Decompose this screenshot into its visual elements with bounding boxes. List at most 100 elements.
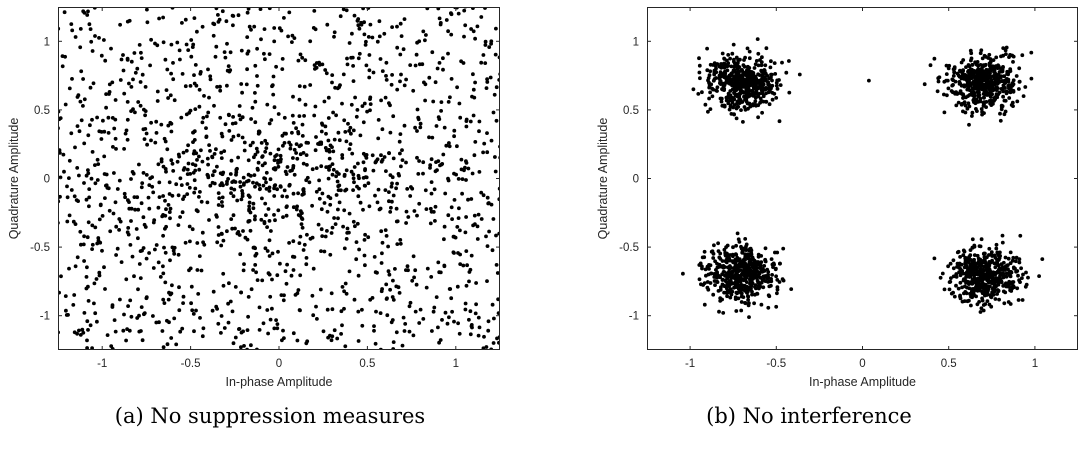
data-point — [1013, 266, 1017, 271]
data-point — [977, 93, 982, 98]
x-tick-label: 0 — [276, 358, 282, 370]
data-point — [747, 315, 751, 319]
data-point — [503, 199, 507, 203]
data-point — [317, 178, 321, 183]
data-point — [265, 102, 270, 107]
data-point — [280, 67, 285, 71]
data-point — [118, 22, 122, 27]
data-point — [995, 257, 999, 262]
data-point — [216, 233, 221, 237]
data-point — [86, 168, 90, 173]
data-point — [82, 311, 87, 315]
data-point — [93, 181, 98, 186]
data-point — [267, 121, 272, 126]
data-point — [129, 109, 134, 113]
data-point — [1004, 45, 1009, 50]
data-point — [475, 24, 480, 29]
data-point — [992, 253, 997, 258]
data-point — [400, 148, 404, 153]
data-point — [165, 342, 170, 347]
data-point — [308, 39, 313, 44]
data-point — [423, 188, 428, 193]
data-point — [154, 243, 159, 247]
data-point — [430, 1, 434, 5]
data-point — [749, 252, 754, 257]
data-point — [287, 183, 292, 188]
data-point — [1029, 76, 1034, 81]
data-point — [237, 113, 242, 118]
data-point — [485, 77, 489, 81]
data-point — [453, 235, 458, 240]
data-point — [167, 180, 172, 185]
data-point — [775, 285, 780, 290]
data-point — [334, 174, 338, 179]
data-point — [735, 231, 740, 236]
plot-frame — [58, 7, 500, 350]
data-point — [113, 200, 118, 205]
data-point — [753, 292, 757, 297]
data-point — [249, 287, 254, 292]
data-point — [729, 64, 734, 69]
data-point — [219, 243, 224, 248]
y-tick-label: 0 — [633, 174, 639, 186]
data-point — [314, 135, 318, 139]
data-point — [276, 164, 281, 169]
data-point — [714, 88, 718, 93]
data-point — [320, 234, 325, 239]
data-point — [362, 101, 367, 106]
data-point — [455, 284, 460, 289]
data-point — [79, 118, 84, 123]
data-point — [331, 149, 336, 154]
data-point — [967, 298, 971, 303]
data-point — [90, 247, 94, 252]
data-point — [92, 281, 97, 286]
data-point — [482, 334, 486, 339]
data-point — [374, 309, 378, 314]
data-point — [968, 262, 973, 267]
data-point — [134, 227, 139, 231]
data-point — [957, 80, 962, 84]
data-point — [329, 291, 334, 296]
data-point — [84, 197, 89, 202]
data-point — [734, 278, 739, 283]
data-point — [366, 181, 371, 186]
data-point — [72, 194, 77, 199]
data-point — [306, 141, 310, 145]
data-point — [734, 309, 739, 313]
data-point — [455, 144, 459, 149]
data-point — [343, 130, 348, 134]
data-point — [399, 34, 404, 38]
data-point — [205, 114, 209, 119]
data-point — [174, 182, 179, 187]
data-point — [984, 75, 989, 79]
data-point — [711, 292, 716, 297]
data-point — [442, 263, 447, 268]
data-point — [110, 80, 115, 85]
data-point — [359, 20, 363, 25]
data-point — [1000, 87, 1005, 92]
data-point — [328, 143, 333, 148]
data-point — [82, 234, 86, 239]
data-point — [300, 225, 305, 230]
data-point — [147, 183, 152, 188]
data-point — [234, 353, 238, 357]
data-point — [964, 65, 968, 69]
data-point — [443, 191, 448, 196]
data-point — [351, 219, 356, 224]
data-point — [942, 79, 947, 84]
data-point — [481, 53, 486, 57]
data-point — [119, 57, 124, 62]
data-point — [492, 92, 497, 97]
data-point — [164, 224, 169, 229]
data-point — [417, 159, 421, 163]
data-point — [722, 290, 726, 295]
data-point — [151, 314, 155, 318]
data-point — [96, 238, 101, 243]
data-point — [340, 156, 345, 160]
data-point — [416, 115, 421, 120]
data-point — [1011, 89, 1016, 94]
data-point — [976, 279, 981, 284]
data-point — [356, 161, 360, 166]
data-point — [368, 95, 373, 100]
data-point — [763, 274, 768, 278]
